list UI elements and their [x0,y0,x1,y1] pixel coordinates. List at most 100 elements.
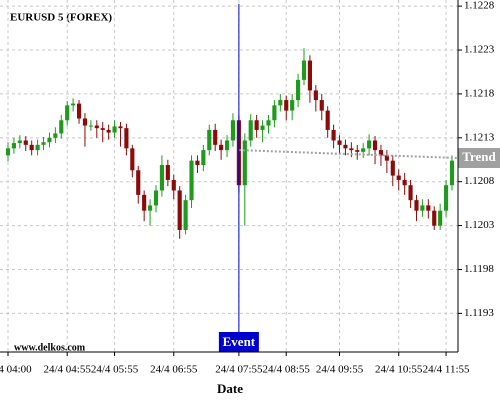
candle-body [100,128,105,130]
candle-body [420,205,425,211]
candle-body [290,100,295,111]
candle-body [142,194,147,211]
candle-body [296,79,301,101]
candle-body [35,144,40,151]
x-tick-label: 24/4 04:55 [44,364,92,376]
candle-body [396,175,401,180]
candle-body [432,210,437,226]
candle-body [136,170,141,195]
candle-body [106,129,111,133]
candle-body [76,103,82,119]
candle-body [426,205,431,211]
candle-body [82,118,88,126]
x-tick-label: 24/4 11:55 [423,364,470,376]
candle-body [230,120,236,141]
candle-body [272,105,277,121]
candle-body [41,142,46,145]
candle-body [59,120,64,134]
candle-body [88,125,93,127]
candle-body [260,125,265,130]
y-tick-label: 1.1198 [464,263,494,275]
candle-body [207,129,212,151]
y-tick-label: 1.1203 [464,219,495,231]
y-tick-label: 1.1228 [464,0,495,12]
y-tick-label: 1.1218 [464,87,495,99]
candle-body [53,133,58,138]
candle-body [307,60,312,91]
candle-body [148,205,153,211]
candle-body [124,128,129,149]
candle-body [408,185,413,201]
trend-line [238,149,459,160]
candle-body [195,160,200,166]
x-tick-label: 24/4 04:00 [0,364,32,376]
y-tick-label: 1.1193 [464,307,494,319]
candle-body [242,140,247,186]
candle-body [165,165,170,180]
candle-body [17,140,22,144]
candle-body [361,148,366,152]
candle-body [402,179,407,186]
candle-body [384,155,389,161]
candle-body [266,120,271,126]
candle-body [47,137,52,143]
candle-body [284,100,289,111]
watermark: www.delkos.com [14,342,86,353]
candle-body [313,90,318,101]
candle-body [94,125,99,129]
y-tick-label: 1.1223 [464,44,495,56]
candle-body [224,140,230,151]
candle-body [153,190,159,206]
candle-body [219,144,224,151]
x-tick-label: 24/4 06:55 [150,364,198,376]
candle-body [349,148,354,151]
candle-body [278,100,283,106]
candle-body [372,140,378,151]
candle-body [177,190,182,230]
trend-label-box [458,148,500,169]
candle-body [23,140,28,145]
event-label: Event [223,334,256,349]
candle-body [189,160,194,201]
x-tick-label: 24/4 09:55 [316,364,364,376]
candle-body [254,120,259,130]
x-tick-label: 24/4 07:55 [215,364,263,376]
chart-title: EURUSD 5 (FOREX) [10,12,112,24]
candle-body [29,144,34,151]
candle-body [171,179,176,191]
candle-body [355,150,360,152]
candle-body [414,200,419,211]
candle-body [449,160,455,186]
candle-body [248,120,253,141]
candle-body [367,140,372,149]
candle-body [343,144,348,149]
candle-body [11,143,16,149]
candle-body [337,140,342,145]
candle-body [130,148,135,171]
candle-body [319,100,324,111]
candle-body [378,150,384,156]
x-tick-label: 24/4 05:55 [91,364,139,376]
candle-body [118,126,123,129]
x-tick-label: 24/4 10:55 [375,364,423,376]
event-label-box [218,332,259,352]
candle-body [325,110,330,130]
x-axis-label: Date [217,381,243,396]
y-tick-label: 1.1208 [464,175,495,187]
candle-body [65,105,70,121]
candle-body [438,210,443,226]
candle-body [5,148,11,156]
candle-body [183,200,188,230]
candle-body [301,60,307,80]
candle-body [213,129,218,145]
trend-label: Trend [462,149,496,164]
candle-body [71,103,76,106]
x-tick-label: 24/4 08:55 [263,364,311,376]
candle-body [390,160,395,176]
candle-body [444,185,449,211]
candle-body [331,129,336,141]
candle-body [159,165,164,191]
y-tick-label: 1.1213 [464,131,495,143]
candle-body [201,150,206,166]
